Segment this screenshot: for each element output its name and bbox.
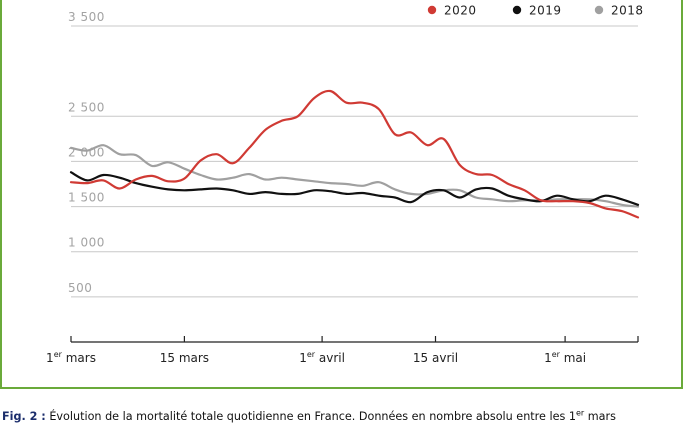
caption-text: Évolution de la mortalité totale quotidi… (49, 410, 576, 423)
legend-label-2019: 2019 (529, 4, 562, 18)
legend: 2020 2019 2018 (427, 4, 644, 18)
x-tick-label-2: 1er avril (299, 350, 345, 365)
x-tick-label-1: 15 mars (160, 351, 209, 365)
y-tick-label-500: 500 (68, 281, 92, 295)
caption-tail: mars (584, 410, 616, 423)
caption-label: Fig. 2 : (2, 410, 46, 423)
legend-label-2020: 2020 (444, 4, 477, 18)
grid-layer (71, 25, 638, 298)
x-tick-label-4: 1er mai (544, 350, 586, 365)
y-tick-label-2500: 2 500 (68, 100, 105, 114)
series-line-2020 (69, 89, 640, 219)
legend-marker-2020 (427, 5, 437, 15)
caption-superscript: er (575, 408, 585, 418)
legend-label-2018: 2018 (611, 4, 644, 18)
legend-marker-2018 (594, 5, 604, 15)
x-tick-label-0: 1er mars (46, 350, 96, 365)
legend-marker-2019 (512, 5, 522, 15)
figure-frame: 500 1 000 1 500 2 000 2 500 3 500 1er mars 15 … (0, 0, 683, 389)
y-tick-label-1000: 1 000 (68, 236, 105, 250)
x-axis: 1er mars 15 mars 1er avril 15 avril 1er mai (46, 336, 639, 365)
y-tick-label-1500: 1 500 (68, 191, 105, 205)
figure-caption: Fig. 2 : Évolution de la mortalité total… (2, 408, 686, 426)
y-tick-label-3500: 3 500 (68, 10, 105, 24)
series-layer (69, 89, 640, 219)
x-tick-label-3: 15 avril (413, 351, 458, 365)
